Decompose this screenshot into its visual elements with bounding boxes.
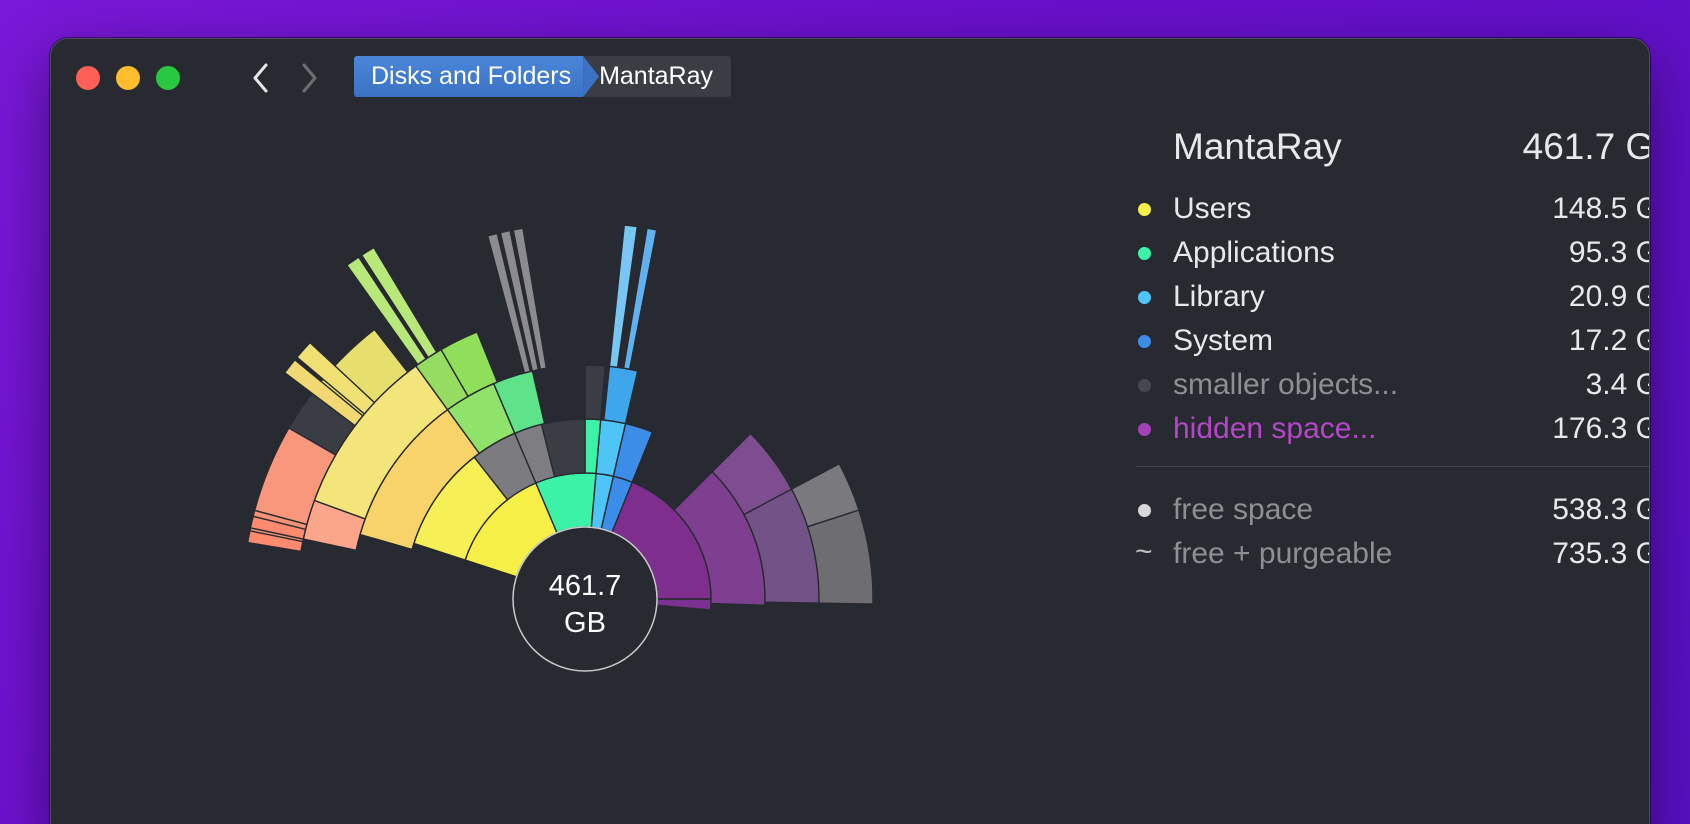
minimize-window-button[interactable]	[116, 66, 140, 90]
item-size: 735.3 GB	[1552, 537, 1649, 570]
sunburst-chart: 461.7 GB	[246, 224, 874, 672]
segment-library-sliver-2[interactable]	[622, 227, 658, 371]
segment-users-sliver-2[interactable]	[345, 256, 428, 366]
item-name: System	[1173, 324, 1274, 357]
center-total-circle[interactable]	[512, 526, 658, 672]
segment-users-sliver-6[interactable]	[246, 529, 304, 553]
segment-applications-grandchild-1[interactable]	[584, 364, 607, 421]
list-item-free-purgeable[interactable]: ~ free + purgeable 735.3 GB	[1135, 533, 1649, 577]
zoom-window-button[interactable]	[156, 66, 180, 90]
segment-users-sliver-1[interactable]	[360, 246, 438, 359]
item-size: 176.3 GB	[1552, 412, 1649, 445]
item-name: Applications	[1173, 236, 1335, 269]
users-color-dot	[1138, 203, 1151, 216]
list-item-system[interactable]: System 17.2 GB	[1136, 320, 1649, 364]
item-name: hidden space...	[1173, 412, 1377, 445]
segment-users-sliver-5[interactable]	[249, 515, 307, 540]
sunburst-segments	[246, 224, 874, 611]
segment-hidden-space[interactable]	[655, 598, 712, 611]
back-button[interactable]	[246, 59, 276, 97]
folder-list: Users 148.5 GB Applications 95.3 GB Libr…	[1136, 188, 1649, 452]
segment-hidden-outer-2[interactable]	[790, 462, 860, 528]
item-size: 95.3 GB	[1568, 236, 1649, 269]
list-item-users[interactable]: Users 148.5 GB	[1136, 188, 1649, 232]
item-size: 148.5 GB	[1552, 192, 1649, 225]
item-name: free + purgeable	[1173, 537, 1393, 570]
free-space-list: free space 538.3 GB ~ free + purgeable 7…	[1135, 489, 1649, 577]
center-total-unit: GB	[564, 607, 606, 639]
segment-library-grandchild[interactable]	[603, 365, 639, 425]
item-size: 3.4 GB	[1585, 368, 1649, 401]
item-name: Library	[1173, 280, 1265, 313]
segment-users-sliver-3[interactable]	[295, 341, 376, 415]
segment-apps-sliver-3[interactable]	[512, 227, 548, 371]
list-item-smaller-objects[interactable]: smaller objects... 3.4 GB	[1136, 364, 1649, 408]
list-item-hidden-space[interactable]: hidden space... 176.3 GB	[1136, 408, 1649, 452]
app-window: Disks and Folders MantaRay 461.7 GB Mant…	[50, 38, 1650, 824]
applications-color-dot	[1138, 247, 1151, 260]
forward-button[interactable]	[294, 59, 324, 97]
system-color-dot	[1138, 335, 1151, 348]
item-name: Users	[1173, 192, 1252, 225]
breadcrumb: Disks and Folders MantaRay	[354, 56, 732, 97]
hidden-space-color-dot	[1138, 423, 1151, 436]
list-item-applications[interactable]: Applications 95.3 GB	[1136, 232, 1649, 276]
close-window-button[interactable]	[76, 66, 100, 90]
segment-library-sliver-1[interactable]	[608, 224, 639, 369]
chevron-right-icon	[302, 63, 317, 93]
segment-apps-sliver-2[interactable]	[499, 229, 540, 372]
segment-hidden-child-3[interactable]	[711, 432, 793, 516]
item-size: 20.9 GB	[1568, 280, 1649, 313]
panel-divider	[1136, 466, 1649, 467]
panel-title: MantaRay	[1173, 126, 1342, 167]
item-size: 17.2 GB	[1568, 324, 1649, 357]
center-total-value: 461.7	[549, 570, 622, 602]
panel-header: MantaRay 461.7 GB	[1136, 122, 1649, 178]
breadcrumb-mantaray[interactable]: MantaRay	[583, 56, 732, 97]
list-item-free-space[interactable]: free space 538.3 GB	[1136, 489, 1649, 533]
info-panel: MantaRay 461.7 GB Users 148.5 GB Applica…	[1135, 122, 1649, 577]
tilde-icon: ~	[1135, 535, 1153, 568]
item-name: free space	[1173, 493, 1314, 526]
segment-users-sliver-4[interactable]	[283, 358, 364, 427]
library-color-dot	[1138, 291, 1151, 304]
item-size: 538.3 GB	[1552, 493, 1649, 526]
free-space-color-dot	[1138, 504, 1151, 517]
segment-apps-sliver-1[interactable]	[486, 232, 532, 374]
item-name: smaller objects...	[1173, 368, 1399, 401]
list-item-library[interactable]: Library 20.9 GB	[1136, 276, 1649, 320]
panel-total-size: 461.7 GB	[1522, 126, 1649, 167]
breadcrumb-disks-and-folders[interactable]: Disks and Folders	[354, 56, 584, 97]
chevron-left-icon	[253, 63, 268, 93]
smaller-objects-color-dot	[1138, 379, 1151, 392]
